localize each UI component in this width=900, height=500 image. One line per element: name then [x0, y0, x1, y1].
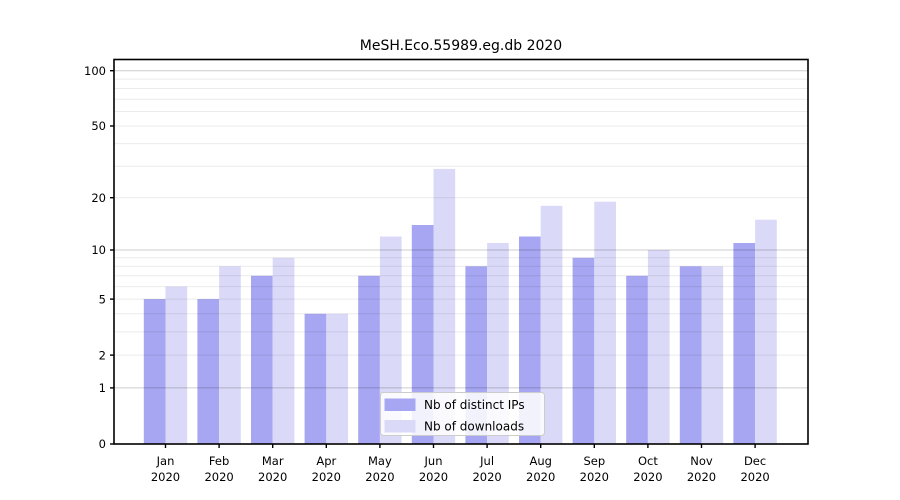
y-tick-label: 0 — [99, 437, 106, 451]
y-tick-label: 50 — [91, 119, 106, 133]
legend: Nb of distinct IPs Nb of downloads — [380, 392, 545, 436]
bar-distinct-ips-apr-2020 — [304, 313, 327, 444]
x-axis-labels: Jan 2020 Feb 2020 Mar 2020 Apr 2020 May 2020 Jun 20… — [151, 454, 770, 484]
y-tick-label: 20 — [91, 191, 106, 205]
bar-downloads-nov-2020 — [701, 266, 724, 444]
legend-box — [380, 392, 545, 436]
x-tick-label-month: Jul — [479, 454, 494, 468]
y-tick-label: 5 — [99, 292, 106, 306]
bar-downloads-dec-2020 — [755, 219, 777, 444]
bar-distinct-ips-sep-2020 — [572, 257, 595, 444]
x-tick-label-month: Apr — [316, 454, 336, 468]
x-tick-label-year: 2020 — [740, 470, 769, 484]
bar-distinct-ips-jun-2020 — [411, 225, 434, 444]
x-tick-label-year: 2020 — [526, 470, 555, 484]
x-tick-label-month: Sep — [583, 454, 605, 468]
x-tick-label-month: Aug — [529, 454, 551, 468]
chart-title: MeSH.Eco.55989.eg.db 2020 — [360, 38, 562, 54]
x-tick-label-year: 2020 — [633, 470, 662, 484]
bar-downloads-jun-2020 — [433, 168, 456, 444]
axes — [110, 58, 809, 448]
bar-downloads-sep-2020 — [594, 201, 616, 444]
legend-label-distinct-ips: Nb of distinct IPs — [424, 398, 525, 412]
bar-downloads-jan-2020 — [165, 286, 188, 444]
bar-distinct-ips-jan-2020 — [143, 299, 166, 444]
y-tick-label: 100 — [84, 64, 106, 78]
y-tick-label: 2 — [99, 348, 106, 362]
bar-distinct-ips-oct-2020 — [626, 275, 648, 444]
x-tick-label-year: 2020 — [258, 470, 287, 484]
bar-downloads-feb-2020 — [219, 266, 241, 444]
y-tick-label: 1 — [99, 381, 106, 395]
x-tick-label-month: Mar — [262, 454, 284, 468]
x-tick-label-year: 2020 — [687, 470, 716, 484]
x-tick-label-year: 2020 — [204, 470, 233, 484]
plot-border — [113, 58, 809, 445]
bar-downloads-apr-2020 — [326, 313, 348, 444]
x-tick-label-month: Jan — [156, 454, 175, 468]
x-tick-label-month: Jun — [424, 454, 443, 468]
y-axis-labels: 0 1 2 5 10 20 50 100 — [84, 64, 106, 451]
bar-downloads-mar-2020 — [272, 257, 295, 444]
bar-distinct-ips-mar-2020 — [251, 275, 273, 444]
x-tick-label-year: 2020 — [472, 470, 501, 484]
x-tick-label-year: 2020 — [151, 470, 180, 484]
legend-swatch-distinct-ips-icon — [384, 398, 416, 411]
bar-downloads-aug-2020 — [540, 205, 563, 444]
x-tick-label-year: 2020 — [580, 470, 609, 484]
x-tick-label-month: Oct — [638, 454, 658, 468]
legend-swatch-downloads-icon — [384, 420, 416, 433]
x-tick-label-year: 2020 — [365, 470, 394, 484]
x-tick-label-month: Nov — [690, 454, 713, 468]
y-tick-label: 10 — [91, 243, 106, 257]
bar-distinct-ips-may-2020 — [358, 275, 380, 444]
legend-label-downloads: Nb of downloads — [424, 420, 524, 434]
bar-distinct-ips-feb-2020 — [197, 299, 220, 444]
x-tick-label-year: 2020 — [312, 470, 341, 484]
bar-distinct-ips-nov-2020 — [679, 266, 702, 444]
x-tick-label-year: 2020 — [419, 470, 448, 484]
bar-downloads-oct-2020 — [647, 250, 670, 444]
gridlines — [114, 70, 808, 389]
x-tick-label-month: May — [368, 454, 392, 468]
x-tick-label-month: Dec — [744, 454, 766, 468]
bar-distinct-ips-dec-2020 — [733, 243, 756, 444]
x-tick-label-month: Feb — [209, 454, 229, 468]
